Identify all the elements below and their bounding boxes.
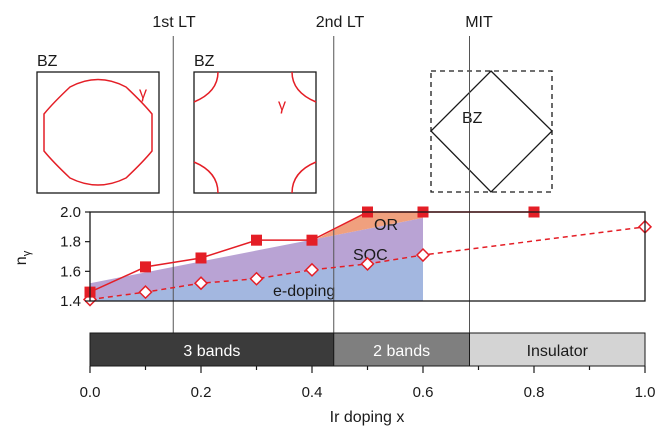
y-tick-label: 1.6 (60, 263, 81, 280)
plot-frame (89, 211, 646, 302)
series-open-point (304, 262, 320, 277)
transition-label-mit: MIT (465, 14, 493, 31)
gamma-pocket-arc (193, 71, 219, 103)
x-tick-label: 0.6 (413, 384, 434, 401)
y-axis-label: nγ (13, 250, 33, 265)
y-tick-label: 2.0 (60, 204, 81, 221)
gamma-pocket-arc (291, 71, 317, 103)
inset-bz-2: BZ γ (193, 53, 317, 194)
phase-segment-2 (469, 332, 646, 367)
x-tick-label: 0.0 (80, 384, 101, 401)
region-label-or: OR (374, 217, 398, 234)
inset-bz-3: BZ (430, 70, 553, 193)
y-tick-label: 1.8 (60, 234, 81, 251)
series-open-line (89, 226, 646, 301)
inset-bz-label: BZ (462, 110, 483, 127)
series-filled-point (140, 261, 151, 273)
phase-label-1: 2 bands (373, 343, 430, 360)
inset-frame-dashed (430, 70, 553, 193)
x-axis-label: Ir doping x (330, 409, 405, 426)
transition-label-1st-lt: 1st LT (152, 14, 196, 31)
region-or (317, 212, 423, 239)
phase-label-2: Insulator (527, 343, 589, 360)
series-open-point (415, 247, 431, 263)
phase-label-0: 3 bands (183, 343, 240, 360)
region-label-e-doping: e-doping (273, 283, 335, 300)
phase-bar: 3 bands 2 bands Insulator (89, 332, 646, 367)
transition-labels: 1st LT 2nd LT MIT (152, 14, 493, 31)
inset-bz-1: BZ γ (36, 53, 160, 194)
x-tick-label: 1.0 (635, 384, 656, 401)
series-open-point (138, 285, 153, 300)
series-filled-point (195, 252, 207, 264)
gamma-pocket-arc (193, 161, 219, 194)
inset-bz-label: BZ (194, 53, 215, 70)
inset-frame (36, 71, 160, 194)
phase-segment-0 (89, 332, 335, 367)
transition-label-2nd-lt: 2nd LT (316, 14, 365, 31)
inset-frame (193, 71, 317, 194)
series-filled-point (306, 234, 318, 246)
x-tick-label: 0.8 (524, 384, 545, 401)
phase-segment-1 (333, 332, 470, 367)
inset-bz-label: BZ (37, 53, 58, 70)
gamma-pocket-contour (43, 78, 153, 186)
series-filled-point (251, 234, 262, 246)
inset-gamma-label: γ (139, 85, 147, 102)
reduced-bz-diamond (430, 70, 553, 193)
transition-lines (172, 36, 470, 365)
y-axis: 1.4 1.6 1.8 2.0 (60, 204, 90, 310)
x-axis: 0.0 0.2 0.4 0.6 0.8 1.0 (80, 366, 656, 401)
series-open-point (193, 276, 209, 291)
series-open-point (360, 256, 375, 271)
series-open-point (249, 271, 264, 286)
region-label-soc: SOC (353, 247, 388, 264)
gamma-pocket-arc (291, 161, 317, 194)
x-tick-label: 0.4 (302, 384, 323, 401)
x-tick-label: 0.2 (191, 384, 212, 401)
y-tick-label: 1.4 (60, 293, 81, 310)
inset-gamma-label: γ (278, 97, 286, 114)
